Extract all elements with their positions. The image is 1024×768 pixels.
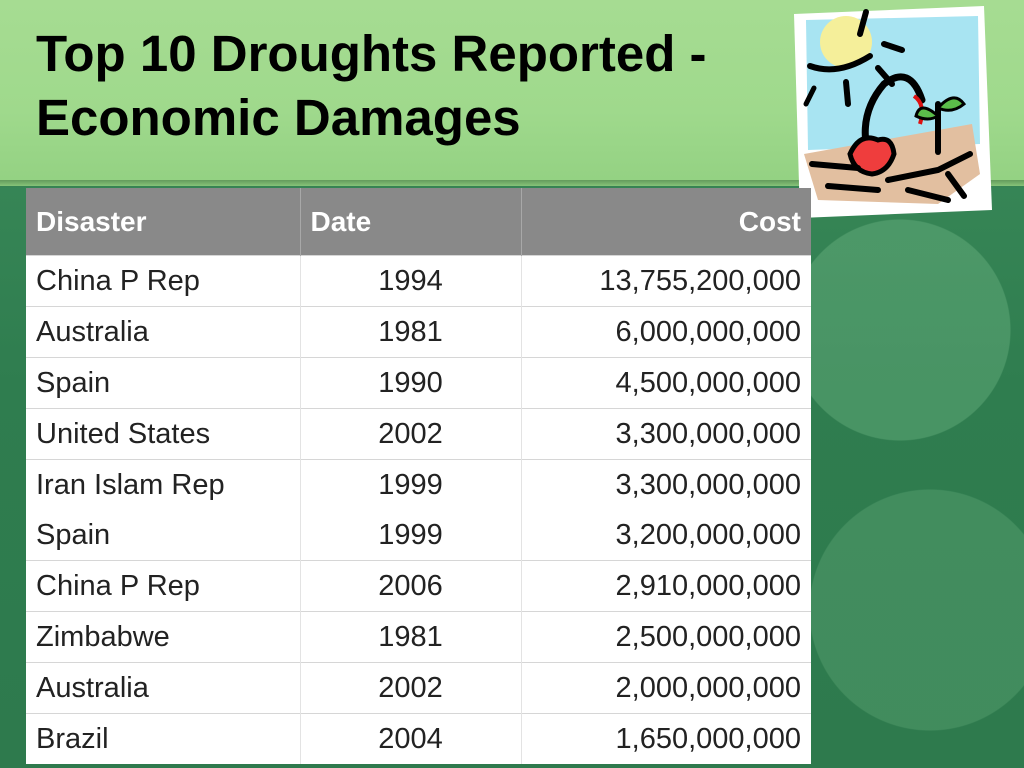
slide-title-line-1: Top 10 Droughts Reported - (36, 25, 707, 82)
cell-disaster: China P Rep (26, 560, 301, 612)
cell-cost: 2,000,000,000 (521, 662, 811, 714)
drought-wilting-flower-icon (794, 6, 992, 218)
cell-date: 1999 (300, 510, 522, 561)
table-row: Brazil 2004 1,650,000,000 (26, 713, 811, 764)
cell-cost: 3,300,000,000 (521, 408, 811, 460)
cell-disaster: Zimbabwe (26, 611, 301, 663)
table-row: United States 2002 3,300,000,000 (26, 408, 811, 460)
cell-disaster: Iran Islam Rep (26, 459, 301, 510)
cell-date: 1981 (300, 306, 522, 358)
table-row: Spain 1990 4,500,000,000 (26, 357, 811, 409)
cell-cost: 1,650,000,000 (521, 713, 811, 764)
cell-cost: 3,300,000,000 (521, 459, 811, 510)
header-disaster: Disaster (26, 188, 301, 256)
cell-cost: 4,500,000,000 (521, 357, 811, 409)
cell-date: 2006 (300, 560, 522, 612)
cell-date: 2004 (300, 713, 522, 764)
table-row: Australia 1981 6,000,000,000 (26, 306, 811, 358)
table-row: China P Rep 1994 13,755,200,000 (26, 255, 811, 307)
cell-date: 1981 (300, 611, 522, 663)
cell-date: 2002 (300, 408, 522, 460)
table-row: Australia 2002 2,000,000,000 (26, 662, 811, 714)
table-header-row: Disaster Date Cost (26, 188, 811, 256)
table-row: Iran Islam Rep 1999 3,300,000,000 (26, 459, 811, 510)
cell-disaster: United States (26, 408, 301, 460)
cell-date: 2002 (300, 662, 522, 714)
cell-cost: 6,000,000,000 (521, 306, 811, 358)
cell-disaster: Spain (26, 357, 301, 409)
droughts-table: Disaster Date Cost China P Rep 1994 13,7… (26, 188, 811, 764)
cell-disaster: Brazil (26, 713, 301, 764)
cell-disaster: Australia (26, 662, 301, 714)
cell-date: 1990 (300, 357, 522, 409)
cell-cost: 2,910,000,000 (521, 560, 811, 612)
table-row: Spain 1999 3,200,000,000 (26, 510, 811, 561)
cell-cost: 3,200,000,000 (521, 510, 811, 561)
title-band-shadow (0, 180, 1024, 188)
cell-disaster: Australia (26, 306, 301, 358)
table-row: China P Rep 2006 2,910,000,000 (26, 560, 811, 612)
cell-disaster: China P Rep (26, 255, 301, 307)
slide-title-line-2: Economic Damages (36, 89, 521, 146)
cell-cost: 13,755,200,000 (521, 255, 811, 307)
cell-date: 1994 (300, 255, 522, 307)
header-date: Date (300, 188, 522, 256)
cell-date: 1999 (300, 459, 522, 510)
table-row: Zimbabwe 1981 2,500,000,000 (26, 611, 811, 663)
header-cost: Cost (521, 188, 811, 256)
cell-cost: 2,500,000,000 (521, 611, 811, 663)
cell-disaster: Spain (26, 510, 301, 561)
slide-title: Top 10 Droughts Reported - Economic Dama… (36, 22, 816, 150)
